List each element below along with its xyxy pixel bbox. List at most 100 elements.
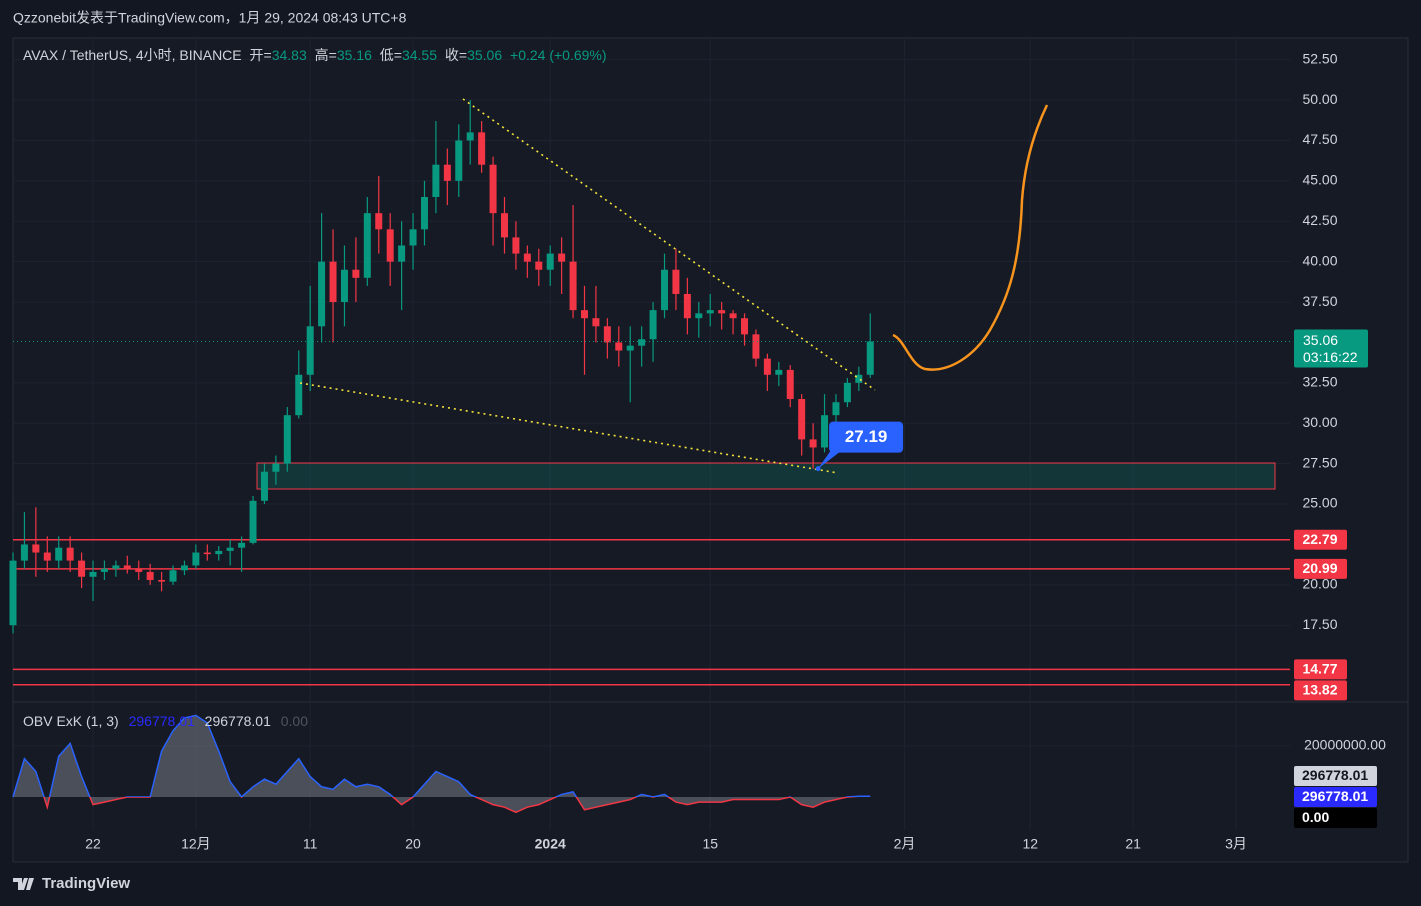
candle-body (752, 334, 760, 359)
candle-body (843, 382, 851, 403)
x-tick-label: 2024 (535, 836, 566, 852)
x-tick-label: 20 (405, 836, 421, 852)
obv-badge (1294, 786, 1377, 807)
candle-body (226, 547, 234, 551)
candle-body (283, 415, 291, 464)
y-tick-label: 25.00 (1302, 495, 1337, 511)
level-label: 20.99 (1302, 560, 1337, 576)
price-badge (1294, 329, 1368, 368)
candle-body (66, 547, 74, 561)
logo-text: TradingView (42, 875, 130, 892)
candle-body (89, 571, 97, 577)
candle-body (443, 164, 451, 181)
candle-body (500, 213, 508, 238)
candle-body (603, 326, 611, 343)
candle-body (558, 253, 566, 262)
candle-body (272, 463, 280, 472)
candle-body (775, 369, 783, 375)
candle-body (821, 415, 829, 448)
candle-body (741, 318, 749, 335)
x-tick-label: 12月 (181, 836, 211, 852)
candle-body (180, 565, 188, 571)
level-label: 13.82 (1302, 682, 1337, 698)
header: Qzzonebit发表于TradingView.com，1月 29, 2024 … (13, 10, 407, 26)
ohlc-label: 高= (314, 47, 337, 63)
ohlc-value: 34.83 (271, 47, 307, 63)
candle-body (43, 552, 51, 561)
trendline (299, 382, 839, 474)
drawings (299, 98, 1049, 474)
x-tick-label: 11 (303, 836, 318, 852)
support-zone (256, 462, 1276, 490)
candle-body (798, 399, 806, 440)
candle-body (855, 374, 863, 383)
obv-legend: OBV ExK (1, 3) 296778.01 296778.01 0.00 (23, 713, 314, 729)
candle-body (512, 237, 520, 254)
x-tick-label: 2月 (894, 836, 916, 852)
candle-body (295, 374, 303, 416)
candle-body (809, 439, 817, 448)
candle-body (306, 326, 314, 375)
candle-body (672, 269, 680, 294)
candle-body (683, 293, 691, 319)
obv-label: OBV ExK (1, 3) (23, 713, 119, 729)
obv-readout: 296778.01 (204, 713, 271, 729)
candle-body (626, 345, 634, 351)
obv-badge-label: 296778.01 (1302, 788, 1368, 804)
symbol: AVAX / TetherUS, 4小时, BINANCE (23, 47, 242, 63)
y-tick-label: 52.50 (1302, 50, 1337, 66)
candle-body (192, 552, 200, 566)
candle-body (569, 261, 577, 311)
x-tick-label: 15 (702, 836, 718, 852)
level-label: 14.77 (1302, 661, 1337, 677)
candle-body (215, 550, 223, 555)
callout-anchor (815, 466, 821, 472)
obv-line (12, 714, 871, 814)
x-tick-label: 12 (1022, 836, 1038, 852)
ohlc-label: 收= (444, 47, 468, 63)
candle-body (786, 369, 794, 400)
candle-body (718, 310, 726, 314)
marks (9, 100, 1290, 814)
grid (13, 38, 1290, 830)
y-tick-label: 42.50 (1302, 212, 1337, 228)
candle-body (375, 213, 383, 230)
candle-body (9, 560, 17, 626)
y-tick-label: 17.50 (1302, 616, 1337, 632)
candle-body (100, 568, 108, 572)
obv-badge (1294, 765, 1377, 786)
y-tick-label: 20.00 (1302, 576, 1337, 592)
candle-body (260, 471, 268, 501)
candle-body (615, 342, 623, 351)
ohlc-value: 35.16 (336, 47, 372, 63)
level-badge (1294, 680, 1347, 701)
candle-body (352, 269, 360, 278)
candle-body (32, 544, 40, 553)
candle-body (238, 542, 246, 548)
candle-body (832, 402, 840, 416)
labels: 17.50 20.00 25.00 27.50 30.00 32.50 37.50 40.00… (85, 50, 1386, 851)
candle-body (546, 253, 554, 270)
candle-body (158, 579, 166, 582)
candle-body (135, 568, 143, 572)
candle-body (695, 313, 703, 319)
level-badge (1294, 558, 1347, 579)
obv-readout: 0.00 (280, 713, 308, 729)
obv-badge (1294, 807, 1377, 828)
candle-body (455, 140, 463, 181)
obv-badge-label: 0.00 (1302, 809, 1329, 825)
candle-body (638, 339, 646, 346)
projection-curve (892, 104, 1049, 371)
candle-body (78, 560, 86, 577)
x-tick-label: 21 (1125, 836, 1141, 852)
candle-body (329, 261, 337, 303)
countdown: 03:16:22 (1303, 349, 1358, 365)
candle-body (489, 164, 497, 214)
candle-body (20, 544, 28, 561)
candle-body (55, 547, 63, 561)
y-tick-label: 40.00 (1302, 252, 1337, 268)
candle-body (386, 229, 394, 262)
ohlc-value: 35.06 (467, 47, 503, 63)
